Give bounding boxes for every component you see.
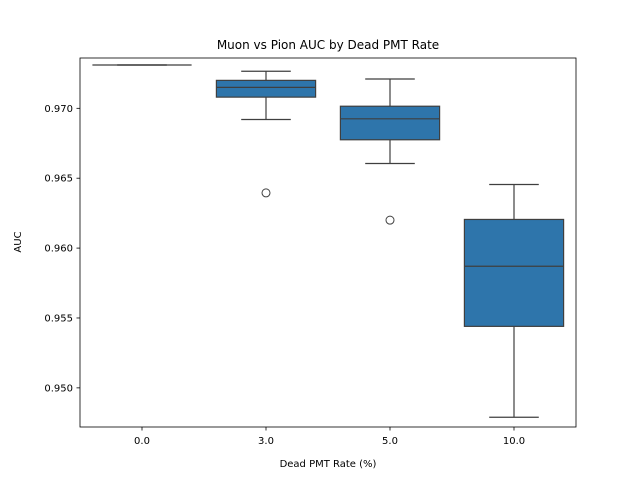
box-body-rate-10-0 xyxy=(463,218,565,327)
box-rate-3-0 xyxy=(215,70,317,198)
y-tick-label-0-960: 0.960 xyxy=(44,244,73,255)
y-axis-label: AUC xyxy=(13,231,24,252)
y-tick-label-0-955: 0.955 xyxy=(44,313,73,324)
x-axis-label: Dead PMT Rate (%) xyxy=(280,459,377,470)
axes-layer: 0.0 3.0 5.0 10.0 0.950 0.955 0.960 0.965 0.970 xyxy=(44,104,525,447)
box-rate-5-0 xyxy=(339,78,441,225)
outlier-rate-5-0-0 xyxy=(385,215,395,225)
box-body-rate-5-0 xyxy=(339,105,441,141)
x-tick-label-rate-5-0: 5.0 xyxy=(382,436,398,447)
box-body-rate-3-0 xyxy=(215,79,317,98)
boxes-layer xyxy=(92,64,565,418)
plot-frame xyxy=(79,57,577,428)
x-tick-label-rate-3-0: 3.0 xyxy=(258,436,274,447)
y-tick-label-0-950: 0.950 xyxy=(44,383,73,394)
x-tick-label-rate-0-0: 0.0 xyxy=(134,436,150,447)
chart-title: Muon vs Pion AUC by Dead PMT Rate xyxy=(217,38,439,52)
x-tick-label-rate-10-0: 10.0 xyxy=(503,436,525,447)
outlier-rate-3-0-0 xyxy=(261,188,271,198)
box-rate-10-0 xyxy=(463,183,565,418)
y-tick-label-0-970: 0.970 xyxy=(44,104,73,115)
y-tick-label-0-965: 0.965 xyxy=(44,174,73,185)
